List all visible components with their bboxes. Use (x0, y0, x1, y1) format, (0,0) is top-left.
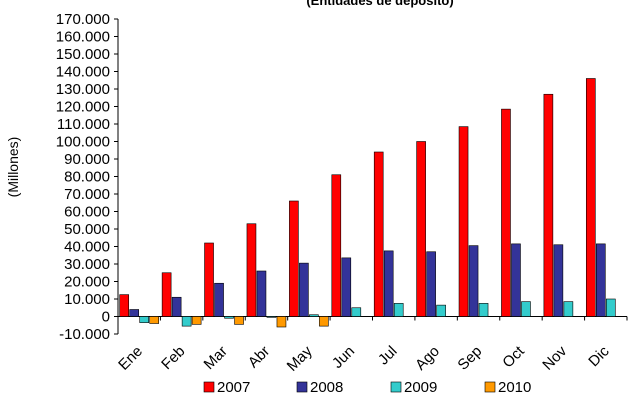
y-tick-label: 10.000 (64, 291, 110, 308)
plot-area: -10.000010.00020.00030.00040.00050.00060… (56, 11, 628, 375)
chart-title: (Entidades de depósito) (306, 0, 453, 8)
x-tick-label: May (284, 342, 316, 374)
y-tick-label: 0 (102, 309, 110, 326)
x-tick-label: Oct (499, 342, 528, 371)
bar-2007-oct (501, 108, 511, 317)
bar-2007-may (289, 200, 299, 317)
x-tick-label: Dic (585, 342, 613, 370)
legend-label-2008: 2008 (310, 379, 343, 396)
bar-2009-abr (266, 316, 277, 318)
y-tick-label: 140.000 (56, 64, 110, 81)
bar-2008-jul (383, 250, 394, 317)
bar-2010-may (319, 316, 329, 327)
x-tick-label: Jun (329, 343, 358, 372)
bar-2007-nov (543, 93, 554, 317)
bar-2008-mar (214, 282, 224, 317)
bar-2008-abr (256, 270, 267, 317)
y-tick-label: 30.000 (64, 256, 110, 273)
legend-label-2007: 2007 (217, 379, 250, 396)
bar-2008-oct (511, 243, 521, 317)
bar-2009-dic (605, 298, 616, 317)
bar-2009-ago (436, 304, 446, 317)
bar-2009-feb (181, 316, 192, 327)
bar-2010-abr (276, 316, 287, 328)
bar-2007-feb (161, 272, 172, 317)
y-tick-label: -10.000 (59, 326, 110, 343)
x-tick-label: Abr (245, 343, 274, 372)
bar-2009-mar (224, 316, 234, 319)
bar-2007-dic (585, 78, 596, 317)
x-tick-label: Ene (115, 343, 146, 374)
y-tick-label: 100.000 (56, 134, 110, 151)
legend-swatch-2009 (390, 381, 402, 393)
bar-2008-ene (129, 309, 140, 317)
legend-label-2009: 2009 (404, 379, 437, 396)
y-axis-label: (Millones) (5, 137, 21, 198)
bar-2007-abr (246, 223, 257, 317)
y-tick-label: 110.000 (57, 116, 110, 133)
bar-2008-dic (595, 243, 606, 317)
x-tick-label: Jul (375, 343, 401, 369)
bar-2008-feb (171, 296, 182, 317)
bar-2009-nov (563, 301, 574, 317)
legend-label-2010: 2010 (498, 379, 531, 396)
bar-2009-ene (139, 316, 150, 323)
bar-2010-feb (191, 316, 202, 325)
y-tick-label: 20.000 (64, 274, 110, 291)
y-tick-label: 160.000 (56, 29, 110, 46)
y-tick-label: 170.000 (56, 11, 110, 28)
bar-2008-sep (468, 245, 479, 317)
legend-swatch-2010 (484, 381, 496, 393)
legend: 2007 2008 2009 2010 (203, 379, 531, 396)
x-tick-label: Ago (412, 343, 443, 374)
legend-swatch-2007 (203, 381, 215, 393)
bar-2008-may (299, 262, 309, 317)
bar-2008-jun (341, 257, 352, 317)
y-tick-label: 150.000 (56, 46, 110, 63)
bar-2010-ene (149, 316, 160, 324)
bar-2009-sep (478, 303, 489, 317)
y-tick-label: 120.000 (56, 99, 110, 116)
y-tick-label: 70.000 (64, 186, 110, 203)
bar-2010-mar (234, 316, 244, 325)
y-tick-label: 40.000 (64, 239, 110, 256)
x-tick-label: Nov (539, 342, 570, 373)
y-tick-label: 60.000 (64, 204, 110, 221)
y-tick-label: 50.000 (64, 221, 110, 238)
bar-2008-nov (553, 244, 564, 317)
bar-2008-ago (426, 251, 436, 317)
bar-2009-jun (351, 307, 362, 317)
legend-swatch-2008 (296, 381, 308, 393)
bar-2009-oct (521, 301, 531, 317)
x-tick-label: Sep (454, 343, 485, 374)
bar-2007-jul (373, 151, 384, 317)
bar-2007-ene (119, 294, 130, 317)
bar-2007-jun (331, 174, 342, 317)
bar-2007-sep (458, 126, 469, 317)
x-tick-label: Mar (201, 343, 231, 373)
y-tick-label: 90.000 (64, 151, 110, 168)
x-tick-label: Feb (158, 343, 188, 373)
y-tick-label: 80.000 (64, 169, 110, 186)
bar-2007-mar (204, 242, 214, 317)
bar-2009-jul (393, 303, 404, 317)
bar-2007-ago (416, 141, 426, 317)
y-tick-label: 130.000 (56, 81, 110, 98)
bar-2009-may (309, 314, 319, 317)
